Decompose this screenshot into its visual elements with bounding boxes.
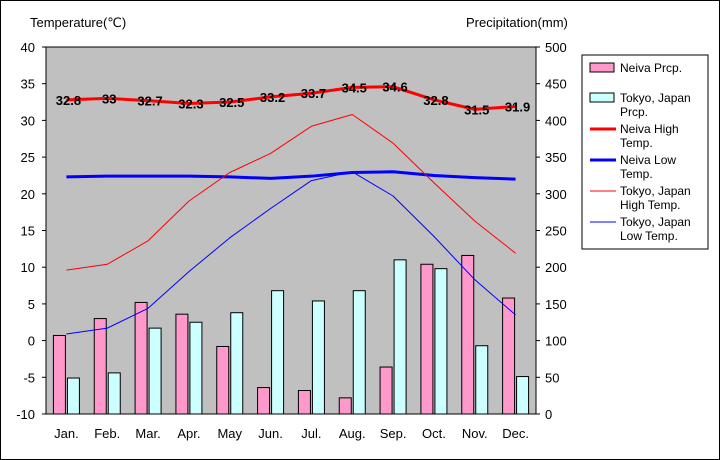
right-tick-label: 500 — [545, 40, 567, 55]
right-tick-label: 150 — [545, 297, 567, 312]
precip-bar-1-7 — [352, 290, 366, 415]
left-axis-title: Temperature(℃) — [30, 15, 126, 30]
right-tick-label: 50 — [545, 370, 559, 385]
precip-bar-0-3 — [175, 313, 189, 415]
legend-label-2: Temp. — [620, 136, 653, 150]
data-label-0: 32.8 — [56, 93, 81, 108]
precip-bar-1-4 — [230, 312, 244, 415]
data-label-10: 31.5 — [464, 102, 489, 117]
x-tick-label: Feb. — [94, 426, 120, 441]
x-tick-label: May — [217, 426, 242, 441]
legend-label-5: Low Temp. — [620, 229, 678, 243]
right-tick-label: 0 — [545, 407, 552, 422]
right-tick-label: 350 — [545, 150, 567, 165]
right-tick-label: 250 — [545, 224, 567, 239]
precip-bar-1-0 — [66, 377, 80, 415]
temp-line-3 — [66, 171, 516, 335]
left-tick-label: -10 — [16, 407, 35, 422]
right-tick-label: 300 — [545, 187, 567, 202]
x-tick-label: Jan. — [54, 426, 79, 441]
x-tick-label: Jun. — [258, 426, 283, 441]
legend-label-3: Neiva Low — [620, 153, 676, 167]
temp-line-0 — [66, 85, 516, 111]
precip-bar-0-0 — [52, 334, 66, 415]
precip-bar-0-11 — [502, 297, 516, 415]
right-tick-label: 200 — [545, 260, 567, 275]
x-tick-label: Jul. — [301, 426, 321, 441]
precip-bar-0-7 — [338, 397, 352, 415]
precip-bar-0-2 — [134, 301, 148, 415]
left-tick-label: -5 — [23, 370, 35, 385]
data-label-5: 33.2 — [260, 90, 285, 105]
left-tick-label: 15 — [21, 224, 35, 239]
axis-layer: 4035302520151050-5-105004504003503002502… — [16, 40, 567, 441]
x-tick-label: Nov. — [462, 426, 488, 441]
left-tick-label: 30 — [21, 113, 35, 128]
x-tick-label: Oct. — [422, 426, 446, 441]
precip-bar-1-10 — [475, 345, 489, 415]
data-label-11: 31.9 — [505, 99, 530, 114]
left-tick-label: 5 — [28, 297, 35, 312]
right-tick-label: 400 — [545, 113, 567, 128]
precip-bar-1-1 — [107, 372, 121, 415]
precip-bar-1-5 — [271, 290, 285, 415]
left-tick-label: 40 — [21, 40, 35, 55]
legend-label-4: High Temp. — [620, 198, 680, 212]
temp-line-2 — [66, 114, 516, 271]
left-tick-label: 25 — [21, 150, 35, 165]
legend-box — [581, 54, 709, 250]
legend-swatch-0 — [589, 62, 615, 73]
temp-line-1 — [66, 170, 516, 181]
data-label-4: 32.5 — [219, 95, 244, 110]
data-label-7: 34.5 — [342, 80, 367, 95]
legend-label-3: Temp. — [620, 167, 653, 181]
legend-label-5: Tokyo, Japan — [620, 215, 691, 229]
legend-swatch-1 — [589, 92, 615, 103]
left-tick-label: 35 — [21, 77, 35, 92]
x-tick-label: Dec. — [502, 426, 529, 441]
precip-bar-1-3 — [189, 321, 203, 415]
precip-bar-0-9 — [420, 263, 434, 415]
precip-bar-0-6 — [297, 390, 311, 415]
legend-label-4: Tokyo, Japan — [620, 184, 691, 198]
precip-bar-1-6 — [311, 300, 325, 415]
data-label-8: 34.6 — [382, 80, 407, 95]
legend-label-1: Tokyo, Japan — [620, 91, 691, 105]
precip-bar-0-8 — [379, 366, 393, 415]
left-tick-label: 10 — [21, 260, 35, 275]
legend-label-0: Neiva Prcp. — [620, 61, 682, 75]
x-tick-label: Mar. — [135, 426, 160, 441]
precip-bar-1-11 — [516, 376, 530, 415]
x-tick-label: Apr. — [177, 426, 200, 441]
precip-bar-1-2 — [148, 327, 162, 415]
data-label-3: 32.3 — [178, 97, 203, 112]
lines-layer — [66, 85, 516, 335]
right-axis-title: Precipitation(mm) — [466, 15, 568, 30]
plot-area — [45, 46, 537, 415]
precip-bar-1-9 — [434, 268, 448, 415]
bars-layer — [52, 254, 530, 415]
data-labels-layer: 32.8 33 32.7 32.3 32.5 33.2 33.7 34.5 34.6 32.8 31… — [56, 80, 530, 118]
right-tick-label: 100 — [545, 334, 567, 349]
data-label-2: 32.7 — [137, 94, 162, 109]
precip-bar-0-5 — [257, 387, 271, 415]
legend-label-2: Neiva High — [620, 122, 679, 136]
left-tick-label: 0 — [28, 334, 35, 349]
left-tick-label: 20 — [21, 187, 35, 202]
precip-bar-0-4 — [216, 345, 230, 415]
x-tick-label: Sep. — [380, 426, 407, 441]
data-label-6: 33.7 — [301, 86, 326, 101]
data-label-1: 33 — [102, 91, 116, 106]
x-tick-label: Aug. — [339, 426, 366, 441]
precip-bar-1-8 — [393, 259, 407, 415]
legend-label-1: Prcp. — [620, 105, 648, 119]
precip-bar-0-10 — [461, 254, 475, 415]
precip-bar-0-1 — [93, 318, 107, 415]
right-tick-label: 450 — [545, 77, 567, 92]
data-label-9: 32.8 — [423, 93, 448, 108]
